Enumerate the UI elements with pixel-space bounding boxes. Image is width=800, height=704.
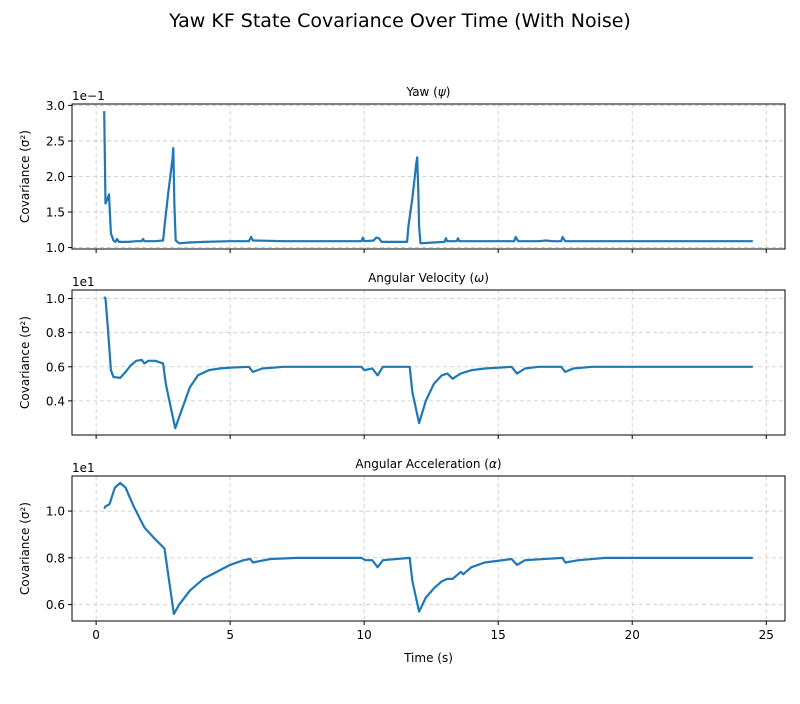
axes-frame	[71, 475, 786, 622]
y-tick-label: 0.4	[46, 394, 65, 408]
y-tick-label: 1.5	[46, 206, 65, 220]
axis-offset-text: 1e−1	[72, 89, 105, 103]
y-axis-label: Covariance (σ²)	[18, 130, 32, 223]
offset-exponent: 1	[87, 275, 95, 289]
offset-base: 1e	[72, 89, 87, 103]
y-tick-label: 0.8	[46, 326, 65, 340]
y-axis-label: Covariance (σ²)	[18, 316, 32, 409]
subplot-title-symbol: α	[489, 457, 497, 471]
figure-title: Yaw KF State Covariance Over Time (With …	[169, 10, 631, 32]
x-tick-label: 25	[759, 628, 774, 642]
y-tick-label: 2.5	[46, 134, 65, 148]
y-tick-label: 1.0	[46, 292, 65, 306]
y-tick-label: 1.0	[46, 505, 65, 519]
y-axis-label: Covariance (σ²)	[18, 502, 32, 595]
y-tick-label: 0.6	[46, 360, 65, 374]
x-tick-label: 20	[625, 628, 640, 642]
offset-exponent: 1	[87, 461, 95, 475]
axis-offset-text: 1e1	[72, 461, 95, 475]
series-line	[103, 481, 753, 616]
subplot-title: Yaw (ψ)	[406, 85, 451, 99]
subplot-1: 1.0 1.5 2.0 2.5 3.0 1e−1 Yaw (ψ) Covariance (σ²…	[18, 85, 786, 255]
series-line	[103, 296, 753, 430]
subplot-2: 0.4 0.6 0.8 1.0 1e1 Angular Velocity (ω) Covar…	[18, 271, 786, 439]
y-tick-label: 3.0	[46, 99, 65, 113]
offset-base: 1e	[72, 275, 87, 289]
y-tick-label: 2.0	[46, 170, 65, 184]
axis-offset-text: 1e1	[72, 275, 95, 289]
y-tick-label: 0.8	[46, 551, 65, 565]
subplot-title-text: Yaw (	[406, 85, 438, 99]
series-line	[103, 111, 753, 245]
subplot-title-symbol: ψ	[438, 85, 447, 99]
offset-base: 1e	[72, 461, 87, 475]
subplot-title-text: Angular Velocity (	[368, 271, 474, 285]
offset-exponent: −1	[87, 89, 105, 103]
subplot-title-end: )	[446, 85, 451, 99]
subplot-title-text: Angular Acceleration (	[355, 457, 489, 471]
y-tick-label: 0.6	[46, 598, 65, 612]
subplot-title-end: )	[484, 271, 489, 285]
x-tick-label: 15	[491, 628, 506, 642]
x-tick-label: 0	[92, 628, 100, 642]
x-tick-label: 5	[226, 628, 234, 642]
x-tick-label: 10	[357, 628, 372, 642]
y-tick-label: 1.0	[46, 241, 65, 255]
x-axis-label: Time (s)	[403, 651, 453, 665]
subplot-title-symbol: ω	[474, 271, 484, 285]
subplot-title: Angular Velocity (ω)	[368, 271, 489, 285]
subplot-3: 0 5 10 15 20 25 0.6 0.8 1.0 1e1 Angular Accelerati…	[18, 457, 786, 665]
subplot-title-end: )	[497, 457, 502, 471]
subplot-title: Angular Acceleration (α)	[355, 457, 501, 471]
axes-frame	[71, 289, 786, 436]
